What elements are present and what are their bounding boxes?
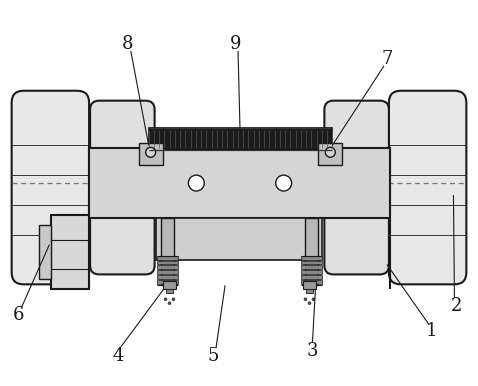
Polygon shape [157, 280, 178, 284]
Polygon shape [301, 256, 322, 259]
Polygon shape [157, 266, 178, 269]
Circle shape [326, 147, 335, 157]
Polygon shape [165, 289, 174, 293]
Circle shape [276, 175, 292, 191]
Polygon shape [157, 261, 178, 264]
Circle shape [312, 298, 315, 301]
FancyBboxPatch shape [325, 101, 389, 274]
Polygon shape [303, 281, 316, 289]
Text: 2: 2 [451, 297, 462, 315]
Circle shape [188, 175, 204, 191]
Circle shape [168, 301, 171, 305]
Polygon shape [161, 218, 174, 285]
Polygon shape [157, 271, 178, 274]
Polygon shape [305, 289, 314, 293]
Polygon shape [318, 143, 342, 165]
Polygon shape [139, 143, 163, 165]
Text: 4: 4 [112, 347, 124, 365]
Polygon shape [301, 261, 322, 264]
FancyBboxPatch shape [389, 91, 467, 284]
Text: 8: 8 [122, 35, 133, 53]
Polygon shape [301, 271, 322, 274]
Circle shape [308, 301, 311, 305]
Polygon shape [89, 148, 390, 218]
Polygon shape [157, 256, 178, 259]
Polygon shape [301, 275, 322, 279]
Polygon shape [301, 280, 322, 284]
Circle shape [172, 298, 175, 301]
Polygon shape [156, 218, 322, 259]
Circle shape [304, 298, 307, 301]
Circle shape [164, 298, 167, 301]
Polygon shape [163, 281, 176, 289]
Text: 5: 5 [207, 347, 219, 365]
Text: 1: 1 [426, 322, 437, 340]
Polygon shape [301, 266, 322, 269]
Text: 6: 6 [13, 306, 24, 324]
Text: 7: 7 [381, 50, 392, 68]
Polygon shape [51, 215, 89, 289]
Polygon shape [304, 218, 318, 285]
Polygon shape [149, 129, 332, 150]
FancyBboxPatch shape [90, 101, 154, 274]
Text: 9: 9 [230, 35, 242, 53]
Circle shape [146, 147, 156, 157]
Text: 3: 3 [307, 342, 318, 360]
FancyBboxPatch shape [11, 91, 89, 284]
Polygon shape [40, 225, 51, 279]
Polygon shape [157, 275, 178, 279]
